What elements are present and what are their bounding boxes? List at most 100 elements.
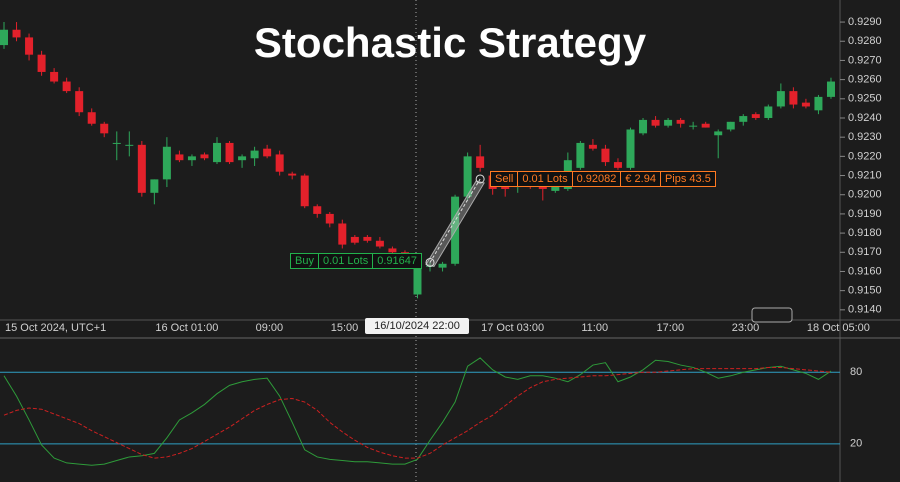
stochastic-line xyxy=(3,366,832,459)
x-tick-label: 15:00 xyxy=(331,322,359,334)
candle-body xyxy=(601,148,610,163)
x-tick-label: 18 Oct 05:00 xyxy=(807,322,870,334)
candle-body xyxy=(313,206,322,214)
candle-body xyxy=(338,223,347,245)
candle-body xyxy=(125,144,134,146)
candle-body xyxy=(451,196,460,264)
candle-body xyxy=(739,116,748,122)
candle-body xyxy=(826,81,835,97)
candle-body xyxy=(789,91,798,105)
candle-body xyxy=(150,179,159,193)
trade-price: 0.91647 xyxy=(372,253,422,269)
y-tick-label: 0.9220 xyxy=(848,150,882,162)
candle-body xyxy=(501,187,510,189)
trade-side: Buy xyxy=(290,253,319,269)
candle-body xyxy=(50,71,59,82)
candle-body xyxy=(37,54,46,72)
candle-body xyxy=(639,119,648,134)
candle-body xyxy=(626,129,635,168)
candle-body xyxy=(0,29,8,46)
candle-body xyxy=(162,146,171,180)
stochastic-line xyxy=(3,357,832,466)
x-tick-label: 17:00 xyxy=(657,322,685,334)
candle-body xyxy=(325,213,334,224)
candle-body xyxy=(714,131,723,136)
trade-lots: 0.01 Lots xyxy=(517,171,573,187)
trade-line xyxy=(429,178,481,263)
candle-body xyxy=(764,106,773,118)
trade-profit: € 2.94 xyxy=(620,171,661,187)
candle-body xyxy=(25,37,34,55)
candle-body xyxy=(801,102,810,107)
candle-body xyxy=(664,119,673,126)
exit-marker xyxy=(475,174,485,184)
trade-price: 0.92082 xyxy=(571,171,622,187)
candle-body xyxy=(651,119,660,126)
y-tick-label: 0.9150 xyxy=(848,285,882,297)
y-tick-label: 0.9200 xyxy=(848,189,882,201)
candle-body xyxy=(200,154,209,159)
candle-body xyxy=(137,144,146,193)
trade-pips: Pips 43.5 xyxy=(659,171,716,187)
candle-body xyxy=(213,142,222,163)
y-tick-label: 20 xyxy=(850,438,862,450)
trade-side: Sell xyxy=(490,171,519,187)
candle-body xyxy=(438,263,447,268)
crosshair-label-box xyxy=(365,318,469,334)
x-tick-label: 15 Oct 2024, UTC+1 xyxy=(5,322,106,334)
y-tick-label: 0.9140 xyxy=(848,304,882,316)
y-tick-label: 0.9280 xyxy=(848,35,882,47)
entry-marker xyxy=(425,257,435,267)
candle-body xyxy=(275,154,284,172)
candle-body xyxy=(375,240,384,247)
candle-body xyxy=(751,114,760,118)
candle-body xyxy=(363,236,372,241)
candle-body xyxy=(413,265,422,295)
trade-lots: 0.01 Lots xyxy=(317,253,374,269)
candle-body xyxy=(75,91,84,113)
y-tick-label: 0.9250 xyxy=(848,93,882,105)
candle-body xyxy=(350,236,359,243)
candle-body xyxy=(100,123,109,134)
candle-body xyxy=(288,173,297,176)
buy-label: Buy 0.01 Lots 0.91647 xyxy=(290,253,422,269)
candle-body xyxy=(676,119,685,124)
candle-body xyxy=(238,156,247,161)
candle-body xyxy=(175,154,184,161)
candle-body xyxy=(263,148,272,157)
candle-body xyxy=(814,96,823,111)
candle-body xyxy=(588,144,597,149)
candle-body xyxy=(12,29,21,38)
candle-body xyxy=(776,91,785,107)
y-tick-label: 80 xyxy=(850,366,862,378)
candle-body xyxy=(187,156,196,161)
x-tick-label: 16 Oct 01:00 xyxy=(155,322,218,334)
candle-body xyxy=(701,123,710,128)
x-tick-label: 17 Oct 03:00 xyxy=(481,322,544,334)
x-tick-label: 23:00 xyxy=(732,322,760,334)
candle-body xyxy=(112,142,121,144)
sell-label: Sell 0.01 Lots 0.92082 € 2.94 Pips 43.5 xyxy=(490,171,716,187)
y-tick-label: 0.9290 xyxy=(848,16,882,28)
candle-body xyxy=(250,150,259,159)
chart-title: Stochastic Strategy xyxy=(254,19,647,66)
scroll-handle[interactable] xyxy=(751,307,793,323)
y-tick-label: 0.9230 xyxy=(848,131,882,143)
candle-body xyxy=(225,142,234,163)
x-tick-label: 11:00 xyxy=(581,322,608,334)
candle-body xyxy=(463,156,472,197)
y-tick-label: 0.9190 xyxy=(848,208,882,220)
candle-body xyxy=(388,248,397,253)
candle-body xyxy=(87,112,96,124)
candle-body xyxy=(476,156,485,168)
candle-body xyxy=(613,162,622,168)
candle-body xyxy=(300,175,309,207)
y-tick-label: 0.9180 xyxy=(848,227,882,239)
candle-body xyxy=(62,81,71,92)
y-tick-label: 0.9210 xyxy=(848,169,882,181)
y-tick-label: 0.9160 xyxy=(848,265,882,277)
x-tick-label: 09:00 xyxy=(256,322,284,334)
candle-body xyxy=(689,125,698,127)
